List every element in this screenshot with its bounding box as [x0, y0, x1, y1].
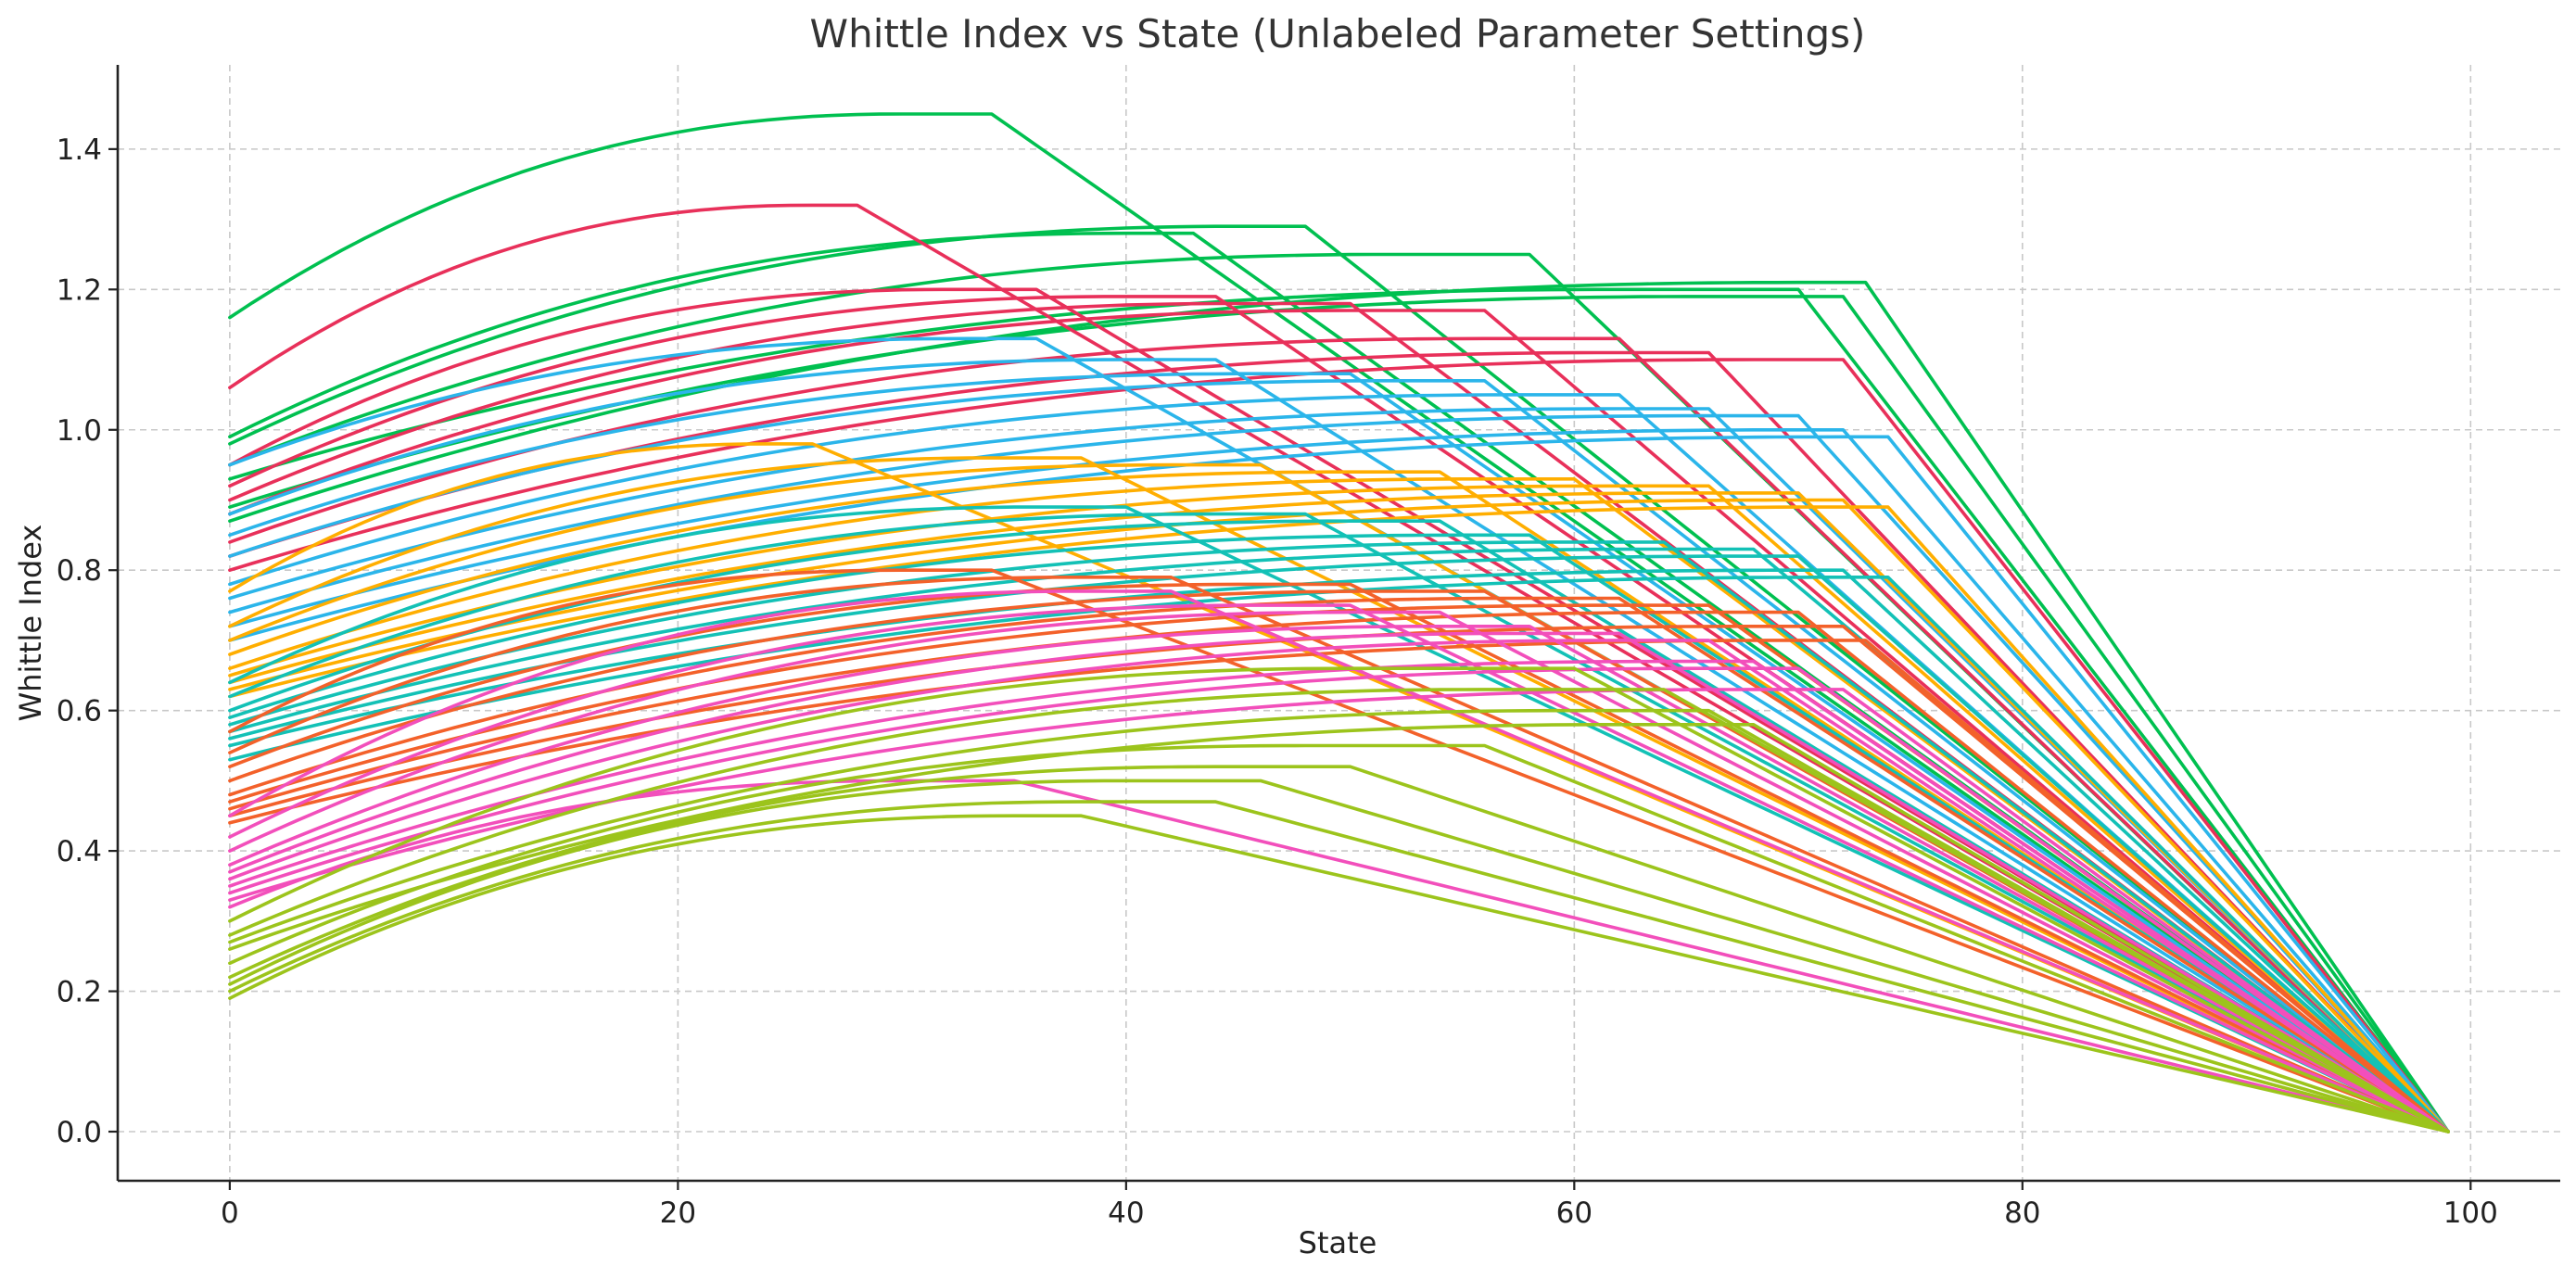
x-tick-label: 0 — [221, 1197, 239, 1230]
series-line-1-7 — [228, 358, 2450, 1133]
x-tick-label: 60 — [1556, 1197, 1593, 1230]
series-line-4-3 — [228, 533, 2450, 1133]
series-line-6-2 — [228, 610, 2450, 1133]
series-line-3-7 — [228, 498, 2450, 1133]
series-line-7-2 — [228, 708, 2450, 1133]
series-line-6-7 — [228, 666, 2450, 1133]
series-line-6-4 — [228, 631, 2450, 1133]
series-line-0-6 — [228, 280, 2450, 1133]
x-tick-label: 80 — [2004, 1197, 2040, 1230]
y-tick-label: 1.0 — [57, 414, 102, 448]
series-line-4-7 — [228, 568, 2450, 1133]
series-line-2-1 — [228, 358, 2450, 1133]
series-line-0-4 — [228, 287, 2450, 1133]
x-tick-label: 20 — [660, 1197, 696, 1230]
series-line-5-1 — [228, 575, 2450, 1133]
series-line-5-2 — [228, 582, 2450, 1133]
y-tick-label: 1.2 — [57, 273, 102, 307]
x-tick-label: 100 — [2443, 1197, 2498, 1230]
series-line-6-0 — [228, 589, 2450, 1133]
axes — [116, 65, 2560, 1183]
series-line-3-5 — [228, 484, 2450, 1133]
y-tick-label: 0.4 — [57, 835, 102, 868]
y-tick-label: 0.2 — [57, 976, 102, 1009]
series-line-1-4 — [228, 309, 2450, 1133]
series-line-5-0 — [228, 568, 2450, 1133]
series-line-7-4 — [228, 743, 2450, 1133]
series-line-3-6 — [228, 491, 2450, 1133]
series-lines — [228, 112, 2450, 1133]
series-line-7-5 — [228, 765, 2450, 1133]
series-line-0-2 — [228, 224, 2450, 1133]
x-tick-label: 40 — [1108, 1197, 1144, 1230]
series-line-4-6 — [228, 554, 2450, 1133]
series-line-7-8 — [228, 814, 2450, 1133]
series-line-2-7 — [228, 427, 2450, 1133]
series-line-4-0 — [228, 505, 2450, 1133]
series-line-2-2 — [228, 372, 2450, 1133]
series-line-6-5 — [228, 639, 2450, 1133]
y-tick-label: 1.4 — [57, 133, 102, 167]
x-axis-label: State — [1299, 1225, 1377, 1260]
tick-marks: 0 20 40 60 80 100 0.0 0.2 0.4 0.6 0.8 1.0 1.2 1.4 — [57, 133, 2498, 1230]
y-axis-label: Whittle Index — [13, 525, 48, 722]
series-line-4-1 — [228, 512, 2450, 1133]
series-line-7-0 — [228, 666, 2450, 1133]
series-line-7-1 — [228, 688, 2450, 1133]
series-line-5-6 — [228, 610, 2450, 1133]
series-line-7-7 — [228, 800, 2450, 1133]
series-line-6-3 — [228, 624, 2450, 1133]
series-line-5-8 — [228, 639, 2450, 1133]
series-line-4-4 — [228, 540, 2450, 1133]
chart-title: Whittle Index vs State (Unlabeled Parame… — [810, 11, 1866, 57]
series-line-0-0 — [228, 112, 2450, 1133]
y-tick-label: 0.6 — [57, 695, 102, 728]
series-line-6-1 — [228, 603, 2450, 1133]
series-line-7-6 — [228, 779, 2450, 1133]
y-tick-label: 0.0 — [57, 1116, 102, 1149]
series-line-2-6 — [228, 413, 2450, 1133]
y-tick-label: 0.8 — [57, 554, 102, 588]
series-line-7-3 — [228, 722, 2450, 1133]
